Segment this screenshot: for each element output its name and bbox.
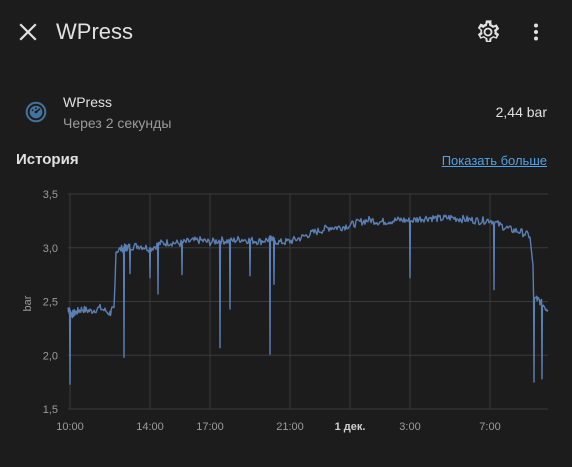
y-axis-label: bar bbox=[22, 295, 34, 311]
entity-last-changed: Через 2 секунды bbox=[63, 115, 172, 131]
x-tick-label: 7:00 bbox=[479, 421, 500, 433]
x-tick-label: 10:00 bbox=[56, 421, 84, 433]
x-tick-label: 14:00 bbox=[136, 421, 164, 433]
more-vert-icon bbox=[534, 23, 538, 41]
close-button[interactable] bbox=[14, 18, 42, 46]
close-icon bbox=[19, 23, 37, 41]
settings-button[interactable] bbox=[474, 18, 502, 46]
entity-row[interactable]: WPress Через 2 секунды 2,44 bar bbox=[0, 86, 572, 142]
series-line-wpress bbox=[67, 214, 549, 385]
dialog-title: WPress bbox=[56, 19, 133, 44]
x-tick-label: 17:00 bbox=[196, 421, 224, 433]
dialog-header: WPress bbox=[0, 0, 572, 64]
y-tick-label: 3,0 bbox=[43, 243, 58, 255]
history-title: История bbox=[16, 151, 79, 168]
x-tick-label: 1 дек. bbox=[335, 421, 366, 433]
more-options-button[interactable] bbox=[522, 18, 550, 46]
y-tick-label: 2,0 bbox=[43, 350, 58, 362]
gear-icon bbox=[477, 20, 500, 42]
entity-name: WPress bbox=[63, 94, 112, 110]
x-tick-label: 21:00 bbox=[276, 421, 304, 433]
history-chart: 1,5 2,0 2,5 3,0 3,5 10:00 14:00 17:00 21:00 1 дек… bbox=[22, 189, 549, 433]
show-more-link[interactable]: Показать больше bbox=[441, 153, 547, 168]
entity-state: 2,44 bar bbox=[495, 104, 547, 120]
gauge-icon bbox=[25, 101, 47, 123]
x-tick-label: 3:00 bbox=[399, 421, 420, 433]
y-tick-label: 3,5 bbox=[43, 189, 58, 201]
y-tick-label: 2,5 bbox=[43, 297, 58, 309]
y-tick-label: 1,5 bbox=[43, 404, 58, 416]
